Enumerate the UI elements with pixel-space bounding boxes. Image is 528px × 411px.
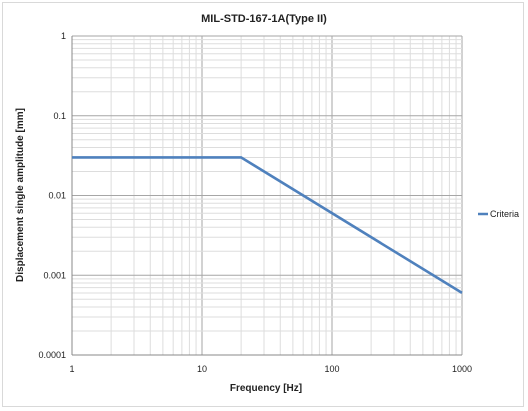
chart-container: [2, 2, 524, 407]
series-line-criteria: [72, 156, 463, 295]
series-lines: [72, 156, 463, 295]
x-tick-label: 1: [69, 364, 74, 374]
x-axis-label: Frequency [Hz]: [230, 383, 302, 394]
legend: Criteria: [478, 209, 519, 219]
y-tick-label: 0.1: [53, 111, 66, 121]
y-tick-label: 0.01: [48, 191, 66, 201]
y-tick-label: 0.0001: [38, 350, 66, 360]
chart-title: MIL-STD-167-1A(Type II): [201, 13, 327, 25]
y-tick-label: 1: [61, 31, 66, 41]
y-axis-label: Displacement single amplitude [mm]: [15, 108, 26, 282]
grid-lines: [71, 35, 463, 356]
y-tick-label: 0.001: [43, 270, 66, 280]
legend-label-criteria: Criteria: [490, 209, 519, 219]
x-tick-label: 1000: [452, 364, 472, 374]
x-tick-label: 100: [324, 364, 339, 374]
x-tick-label: 10: [197, 364, 207, 374]
tick-labels: 1 10 100 1000 1 0.1 0.01 0.001 0.0001: [38, 31, 472, 374]
